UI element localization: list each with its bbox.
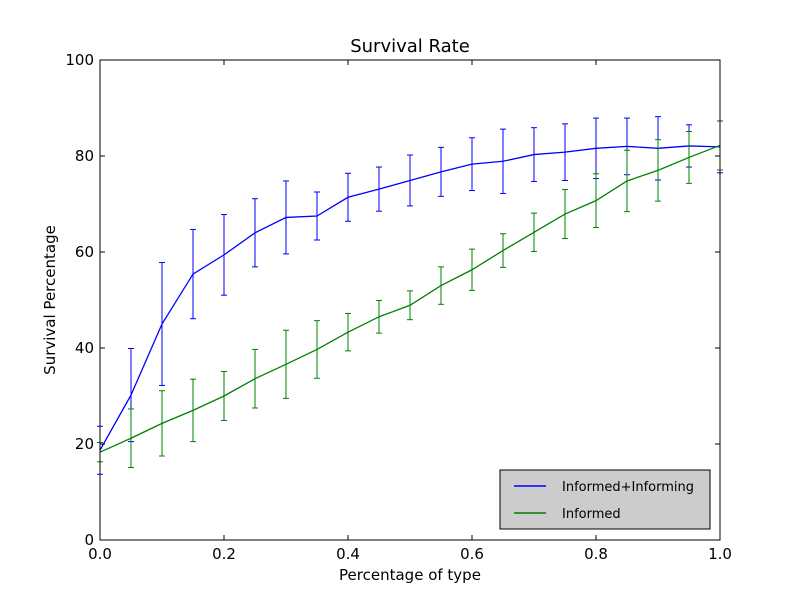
series-layer xyxy=(97,116,723,475)
series-1 xyxy=(97,116,723,475)
x-tick-label: 0.8 xyxy=(584,545,608,563)
x-tick-label: 0.6 xyxy=(460,545,484,563)
y-tick-label: 100 xyxy=(65,51,94,69)
chart-title: Survival Rate xyxy=(350,36,470,57)
plot-area-frame xyxy=(99,59,721,541)
legend-label-informed-informing: Informed+Informing xyxy=(562,480,694,495)
x-tick-label: 1.0 xyxy=(708,545,732,563)
series-1-line xyxy=(99,145,721,451)
legend-label-informed: Informed xyxy=(562,507,621,522)
y-tick-label: 20 xyxy=(75,435,94,453)
series-2 xyxy=(97,120,723,469)
y-tick-label: 0 xyxy=(84,531,94,549)
series-2-line xyxy=(99,144,721,453)
tick-layer: 0.0 0.2 0.4 0.6 0.8 1.0 0 20 40 60 80 100 xyxy=(65,51,732,563)
y-tick-label: 60 xyxy=(75,243,94,261)
x-tick-label: 0.0 xyxy=(88,545,112,563)
x-axis-title: Percentage of type xyxy=(339,566,481,584)
legend-box xyxy=(499,469,711,530)
y-axis-title: Survival Percentage xyxy=(41,225,59,375)
y-tick-label: 80 xyxy=(75,147,94,165)
x-tick-label: 0.2 xyxy=(212,545,236,563)
y-tick-label: 40 xyxy=(75,339,94,357)
x-tick-label: 0.4 xyxy=(336,545,360,563)
legend: Informed+Informing Informed xyxy=(499,469,711,530)
